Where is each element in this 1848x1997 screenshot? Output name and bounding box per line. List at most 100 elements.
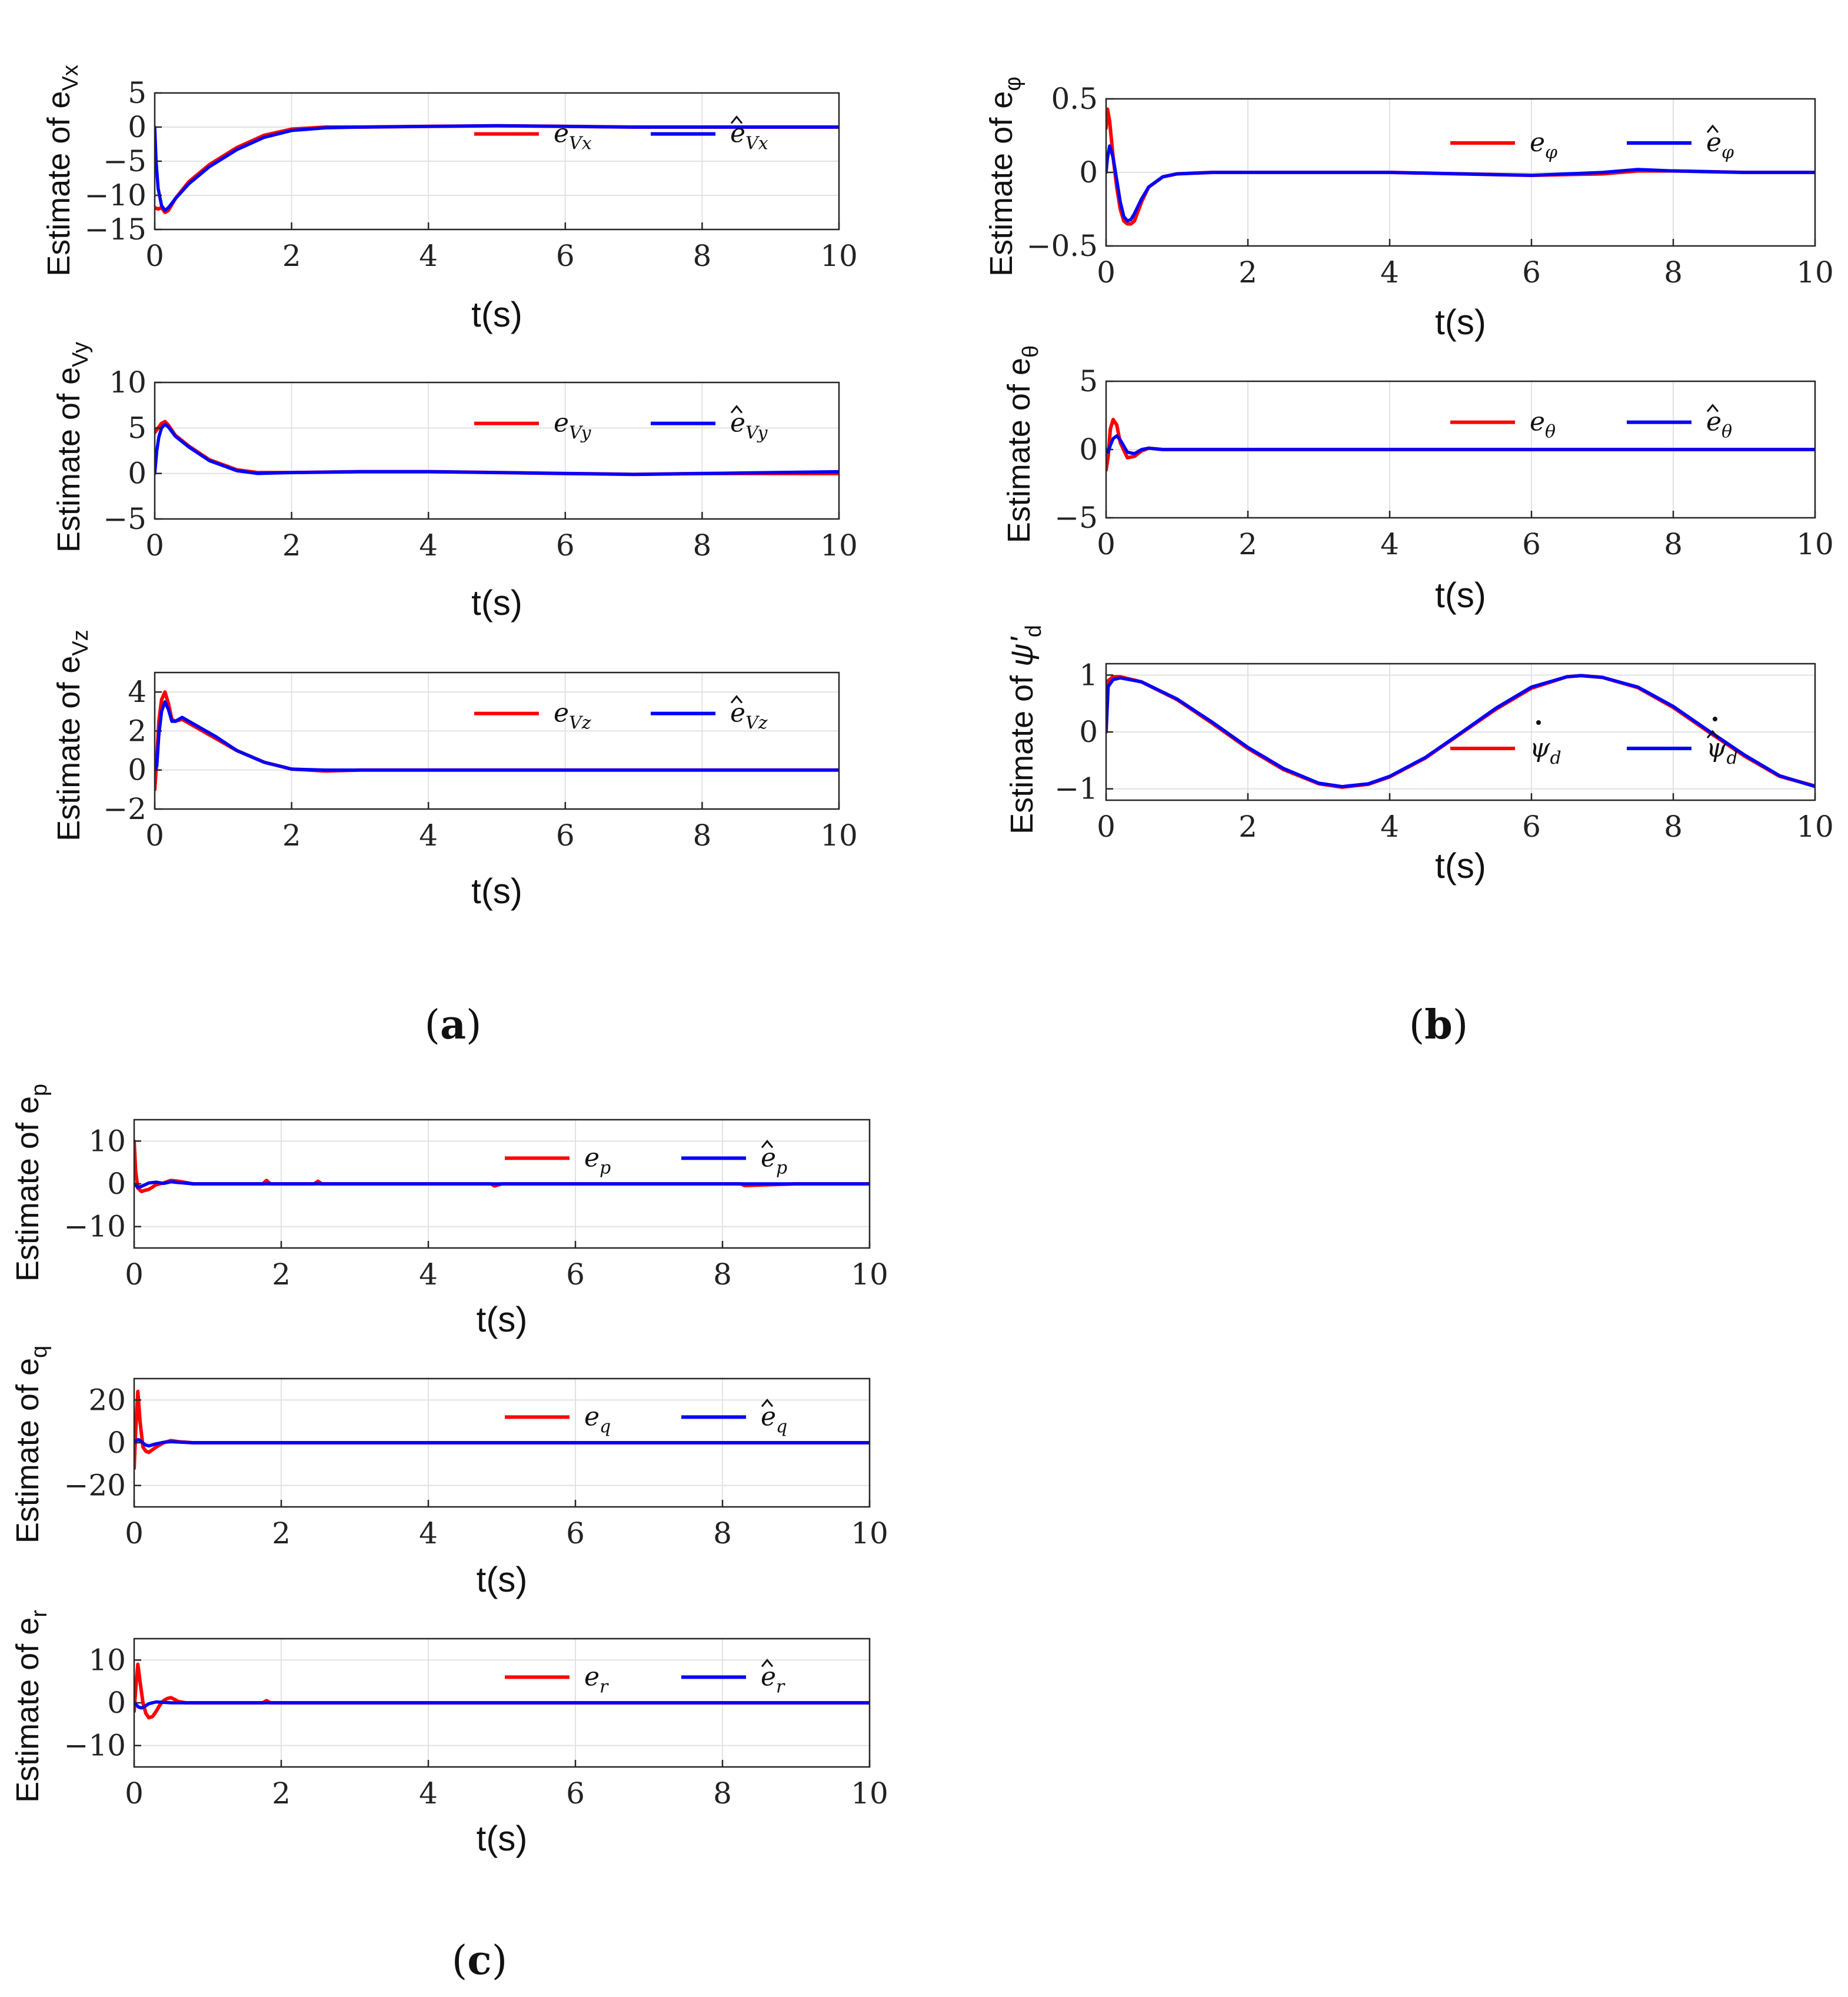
x-tick-label: 10 (1796, 255, 1834, 289)
y-axis-label: Estimate of eθ (1001, 345, 1043, 543)
y-tick-label: 0 (128, 457, 146, 491)
y-tick-label: −10 (64, 1729, 126, 1763)
x-tick-label: 0 (125, 1257, 144, 1292)
legend-symbol: ψ (1530, 733, 1550, 763)
legend-subscript: φ (1722, 142, 1734, 163)
legend-subscript: q (600, 1416, 611, 1437)
y-axis-label-text: Estimate of e (10, 1617, 45, 1803)
y-axis-label-text: Estimate of e (41, 91, 76, 277)
y-axis-label: Estimate of eVx (41, 65, 83, 277)
legend-symbol: e (1530, 407, 1545, 437)
y-tick-label: 10 (109, 365, 146, 400)
x-axis-label: t(s) (477, 1560, 528, 1599)
legend-subscript: φ (1545, 142, 1557, 163)
legend-symbol: e (1706, 128, 1722, 158)
x-tick-label: 10 (820, 239, 858, 273)
legend-hat-mark (761, 1140, 774, 1149)
x-tick-label: 4 (419, 1257, 438, 1292)
x-tick-label: 4 (1380, 810, 1399, 844)
x-tick-label: 10 (820, 528, 858, 563)
legend-label-true: er (584, 1662, 609, 1697)
series-line-estimate (134, 1180, 870, 1189)
legend-subscript: Vx (745, 134, 768, 154)
x-tick-label: 2 (282, 528, 301, 563)
legend-label-true: eφ (1530, 128, 1557, 163)
x-tick-label: 6 (1522, 527, 1541, 561)
legend: eVx eVx (474, 115, 768, 154)
legend-subscript: r (600, 1676, 609, 1697)
x-tick-label: 8 (692, 528, 711, 563)
y-tick-label: −1 (1054, 772, 1098, 806)
x-tick-label: 2 (272, 1516, 291, 1550)
y-tick-label: 0 (1079, 432, 1098, 467)
x-tick-label: 2 (1238, 810, 1257, 844)
x-tick-label: 6 (1522, 810, 1541, 844)
legend: ψd ψd (1450, 717, 1738, 768)
legend-label-estimate: ep (761, 1143, 787, 1178)
x-tick-label: 2 (282, 239, 301, 273)
x-tick-label: 0 (1097, 810, 1116, 844)
series-line-estimate (1106, 434, 1815, 455)
legend-hat-mark (730, 695, 743, 704)
x-axis-label: t(s) (471, 871, 522, 911)
x-tick-label: 8 (1664, 810, 1683, 844)
x-axis-label: t(s) (477, 1300, 528, 1339)
legend: ep ep (505, 1140, 787, 1178)
legend-label-estimate: eθ (1706, 407, 1732, 442)
x-axis-label: t(s) (477, 1819, 528, 1858)
series-line-true (134, 1662, 870, 1720)
legend-label-estimate: eVz (730, 698, 768, 734)
x-tick-label: 10 (820, 818, 858, 853)
legend-symbol: ψ (1706, 733, 1727, 763)
y-axis-label: Estimate of ψ'd (1004, 625, 1046, 834)
x-tick-label: 8 (692, 818, 711, 853)
legend-hat-mark (1706, 404, 1719, 412)
x-tick-label: 8 (713, 1516, 732, 1550)
x-tick-label: 0 (145, 818, 164, 853)
legend: eθ eθ (1450, 404, 1732, 442)
x-axis-label: t(s) (1435, 302, 1486, 342)
x-tick-label: 6 (566, 1516, 585, 1550)
legend-label-true: ep (584, 1143, 611, 1178)
x-tick-label: 2 (272, 1776, 291, 1810)
y-axis-label-text: Estimate of e (51, 367, 86, 552)
x-tick-label: 6 (566, 1776, 585, 1810)
y-axis-label-text: Estimate of e (51, 656, 86, 841)
legend: eφ eφ (1450, 124, 1734, 163)
x-tick-label: 0 (1097, 255, 1116, 289)
x-axis-label: t(s) (471, 295, 522, 334)
legend-subscript: θ (1545, 422, 1556, 442)
y-axis-label-text: Estimate of e (10, 1358, 45, 1543)
x-tick-label: 10 (1796, 810, 1834, 844)
panel-label-c: (c) (452, 1937, 507, 1984)
legend-symbol: e (761, 1143, 776, 1173)
y-tick-label: 0.5 (1051, 82, 1098, 116)
legend-symbol: e (1706, 407, 1722, 437)
legend-subscript: Vz (745, 713, 768, 734)
x-tick-label: 8 (713, 1257, 732, 1292)
x-tick-label: 4 (419, 1516, 438, 1550)
y-axis-label-text: Estimate of e (984, 91, 1019, 277)
legend: er er (505, 1659, 785, 1697)
legend-symbol: e (584, 1662, 600, 1692)
legend-hat-mark (1706, 124, 1719, 133)
y-axis-label-subscript: q (27, 1346, 52, 1358)
y-axis-label: Estimate of eVz (51, 630, 93, 841)
y-axis-label: Estimate of er (10, 1610, 52, 1803)
x-tick-label: 8 (1664, 527, 1683, 561)
series-line-estimate (155, 700, 839, 772)
legend-symbol: e (761, 1402, 776, 1432)
y-axis-label-subscript: Vx (58, 65, 83, 91)
x-tick-label: 8 (713, 1776, 732, 1810)
series-line-estimate (134, 1437, 870, 1448)
x-tick-label: 6 (566, 1257, 585, 1292)
legend-hat-mark (730, 405, 743, 414)
x-tick-label: 6 (1522, 255, 1541, 289)
series-line-true (1106, 107, 1815, 226)
